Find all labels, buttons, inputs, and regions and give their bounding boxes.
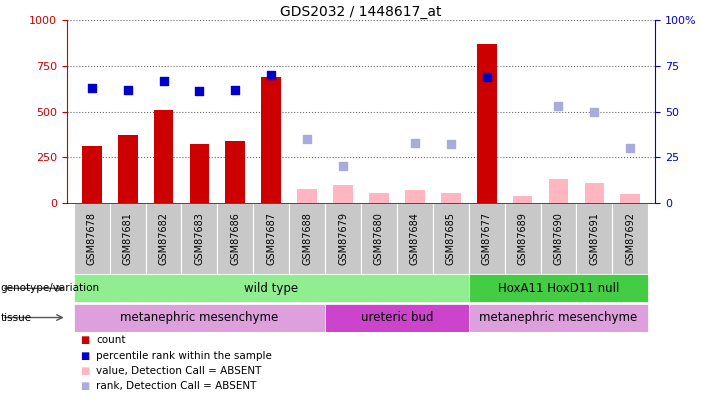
Bar bbox=[361, 203, 397, 274]
Bar bbox=[74, 303, 325, 332]
Point bbox=[266, 72, 277, 78]
Text: GSM87683: GSM87683 bbox=[194, 212, 205, 265]
Bar bbox=[146, 203, 182, 274]
Text: value, Detection Call = ABSENT: value, Detection Call = ABSENT bbox=[96, 366, 261, 376]
Bar bbox=[325, 203, 361, 274]
Text: GSM87677: GSM87677 bbox=[482, 212, 491, 265]
Bar bbox=[182, 203, 217, 274]
Bar bbox=[540, 203, 576, 274]
Bar bbox=[333, 185, 353, 203]
Point bbox=[230, 86, 241, 93]
Bar bbox=[253, 203, 290, 274]
Text: genotype/variation: genotype/variation bbox=[1, 284, 100, 293]
Bar bbox=[477, 44, 496, 203]
Text: HoxA11 HoxD11 null: HoxA11 HoxD11 null bbox=[498, 282, 619, 295]
Text: GSM87692: GSM87692 bbox=[625, 212, 635, 265]
Text: tissue: tissue bbox=[1, 313, 32, 322]
Text: GSM87684: GSM87684 bbox=[410, 212, 420, 265]
Bar bbox=[290, 203, 325, 274]
Text: count: count bbox=[96, 335, 125, 345]
Point bbox=[553, 103, 564, 109]
Text: rank, Detection Call = ABSENT: rank, Detection Call = ABSENT bbox=[96, 382, 257, 391]
Bar bbox=[118, 135, 137, 203]
Bar bbox=[261, 77, 281, 203]
Bar bbox=[469, 203, 505, 274]
Bar bbox=[82, 146, 102, 203]
Text: GSM87691: GSM87691 bbox=[590, 212, 599, 265]
Text: GSM87688: GSM87688 bbox=[302, 212, 312, 265]
Text: GSM87680: GSM87680 bbox=[374, 212, 384, 265]
Bar bbox=[405, 190, 425, 203]
Text: wild type: wild type bbox=[244, 282, 299, 295]
Bar bbox=[189, 143, 210, 203]
Bar bbox=[620, 194, 640, 203]
Point bbox=[625, 145, 636, 151]
Bar bbox=[217, 203, 253, 274]
Bar bbox=[613, 203, 648, 274]
Text: GSM87690: GSM87690 bbox=[554, 212, 564, 265]
Text: metanephric mesenchyme: metanephric mesenchyme bbox=[479, 311, 638, 324]
Point bbox=[158, 77, 169, 84]
Point bbox=[301, 136, 313, 142]
Text: metanephric mesenchyme: metanephric mesenchyme bbox=[121, 311, 278, 324]
Bar bbox=[369, 193, 389, 203]
Point bbox=[86, 85, 97, 91]
Bar bbox=[226, 141, 245, 203]
Text: ■: ■ bbox=[81, 382, 90, 391]
Text: ■: ■ bbox=[81, 335, 90, 345]
Bar bbox=[74, 203, 109, 274]
Bar bbox=[576, 203, 613, 274]
Text: GSM87685: GSM87685 bbox=[446, 212, 456, 265]
Bar bbox=[433, 203, 469, 274]
Text: GSM87679: GSM87679 bbox=[338, 212, 348, 265]
Point bbox=[409, 139, 421, 146]
Bar bbox=[441, 193, 461, 203]
Bar bbox=[469, 303, 648, 332]
Text: GSM87687: GSM87687 bbox=[266, 212, 276, 265]
Text: ureteric bud: ureteric bud bbox=[361, 311, 433, 324]
Bar bbox=[74, 274, 469, 303]
Text: GSM87681: GSM87681 bbox=[123, 212, 132, 265]
Bar bbox=[505, 203, 540, 274]
Bar bbox=[397, 203, 433, 274]
Point bbox=[122, 86, 133, 93]
Bar bbox=[109, 203, 146, 274]
Text: GSM87689: GSM87689 bbox=[517, 212, 528, 265]
Bar bbox=[325, 303, 469, 332]
Bar bbox=[512, 196, 533, 203]
Point bbox=[337, 163, 348, 170]
Point bbox=[194, 88, 205, 95]
Point bbox=[589, 108, 600, 115]
Title: GDS2032 / 1448617_at: GDS2032 / 1448617_at bbox=[280, 5, 442, 19]
Bar bbox=[585, 183, 604, 203]
Bar bbox=[297, 189, 317, 203]
Bar bbox=[154, 110, 173, 203]
Text: ■: ■ bbox=[81, 366, 90, 376]
Text: GSM87682: GSM87682 bbox=[158, 212, 168, 265]
Text: GSM87686: GSM87686 bbox=[231, 212, 240, 265]
Text: percentile rank within the sample: percentile rank within the sample bbox=[96, 351, 272, 360]
Text: ■: ■ bbox=[81, 351, 90, 360]
Point bbox=[445, 141, 456, 148]
Bar bbox=[469, 274, 648, 303]
Point bbox=[481, 74, 492, 80]
Bar bbox=[549, 179, 569, 203]
Text: GSM87678: GSM87678 bbox=[87, 212, 97, 265]
